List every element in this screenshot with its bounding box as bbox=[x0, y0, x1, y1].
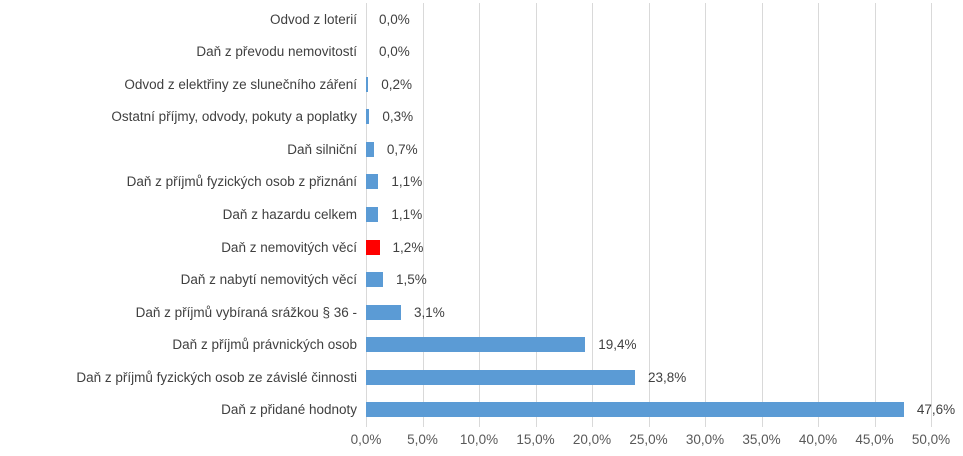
gridline bbox=[479, 3, 480, 427]
category-label: Daň z příjmů právnických osob bbox=[172, 337, 357, 353]
value-label: 23,8% bbox=[647, 369, 687, 385]
gridline bbox=[818, 3, 819, 427]
value-label: 0,0% bbox=[379, 11, 410, 27]
category-label: Odvod z elektřiny ze slunečního záření bbox=[124, 76, 357, 92]
x-axis-tick-label: 20,0% bbox=[572, 432, 612, 447]
value-label: 0,2% bbox=[381, 76, 413, 92]
category-label: Odvod z loterií bbox=[269, 11, 357, 27]
x-axis-tick-label: 10,0% bbox=[459, 432, 499, 447]
value-label: 1,5% bbox=[395, 272, 427, 288]
x-axis-tick-label: 30,0% bbox=[685, 432, 725, 447]
value-label: 3,1% bbox=[414, 304, 445, 320]
gridline bbox=[422, 3, 424, 427]
bar bbox=[366, 304, 402, 320]
category-label: Daň z příjmů vybíraná srážkou § 36 - bbox=[135, 304, 357, 320]
value-label: 0,3% bbox=[382, 109, 414, 125]
category-label: Daň silniční bbox=[287, 141, 357, 157]
category-label: Daň z převodu nemovitostí bbox=[196, 44, 357, 60]
category-label: Ostatní příjmy, odvody, pokuty a poplatk… bbox=[111, 109, 357, 125]
category-label: Daň z nemovitých věcí bbox=[221, 239, 357, 255]
x-axis-tick-label: 40,0% bbox=[798, 432, 838, 447]
category-label: Daň z příjmů fyzických osob ze závislé č… bbox=[76, 369, 357, 385]
value-label: 0,7% bbox=[386, 141, 418, 157]
bar bbox=[366, 369, 635, 385]
value-label: 1,2% bbox=[392, 239, 424, 255]
category-label: Daň z přidané hodnoty bbox=[221, 402, 357, 418]
bar bbox=[366, 109, 370, 125]
bar bbox=[366, 337, 586, 353]
value-label: 1,1% bbox=[391, 207, 423, 222]
bar bbox=[366, 141, 374, 157]
gridline bbox=[931, 3, 932, 427]
gridline bbox=[705, 3, 706, 427]
bar bbox=[366, 76, 369, 92]
gridline bbox=[535, 3, 537, 427]
gridline bbox=[592, 3, 593, 427]
gridline bbox=[874, 3, 876, 427]
gridline bbox=[648, 3, 650, 427]
category-label: Daň z hazardu celkem bbox=[222, 207, 357, 222]
x-axis-tick-label: 50,0% bbox=[911, 432, 951, 447]
value-label: 0,0% bbox=[379, 44, 410, 60]
bar-highlighted bbox=[366, 239, 380, 255]
x-axis-tick-label: 0,0% bbox=[350, 432, 382, 447]
value-label: 1,1% bbox=[391, 174, 423, 190]
bar bbox=[366, 207, 379, 222]
x-axis-tick-label: 15,0% bbox=[516, 432, 555, 447]
x-axis-tick-label: 25,0% bbox=[629, 432, 668, 447]
value-label: 19,4% bbox=[598, 337, 637, 353]
bar bbox=[366, 174, 379, 190]
x-axis-tick-label: 45,0% bbox=[855, 432, 894, 447]
category-label: Daň z nabytí nemovitých věcí bbox=[180, 272, 357, 288]
x-axis-tick-label: 35,0% bbox=[742, 432, 781, 447]
gridline bbox=[761, 3, 763, 427]
bar bbox=[366, 272, 383, 288]
value-label: 47,6% bbox=[916, 402, 956, 418]
x-axis-tick-label: 5,0% bbox=[407, 432, 438, 447]
category-label: Daň z příjmů fyzických osob z přiznání bbox=[126, 174, 357, 190]
bar bbox=[366, 402, 904, 418]
